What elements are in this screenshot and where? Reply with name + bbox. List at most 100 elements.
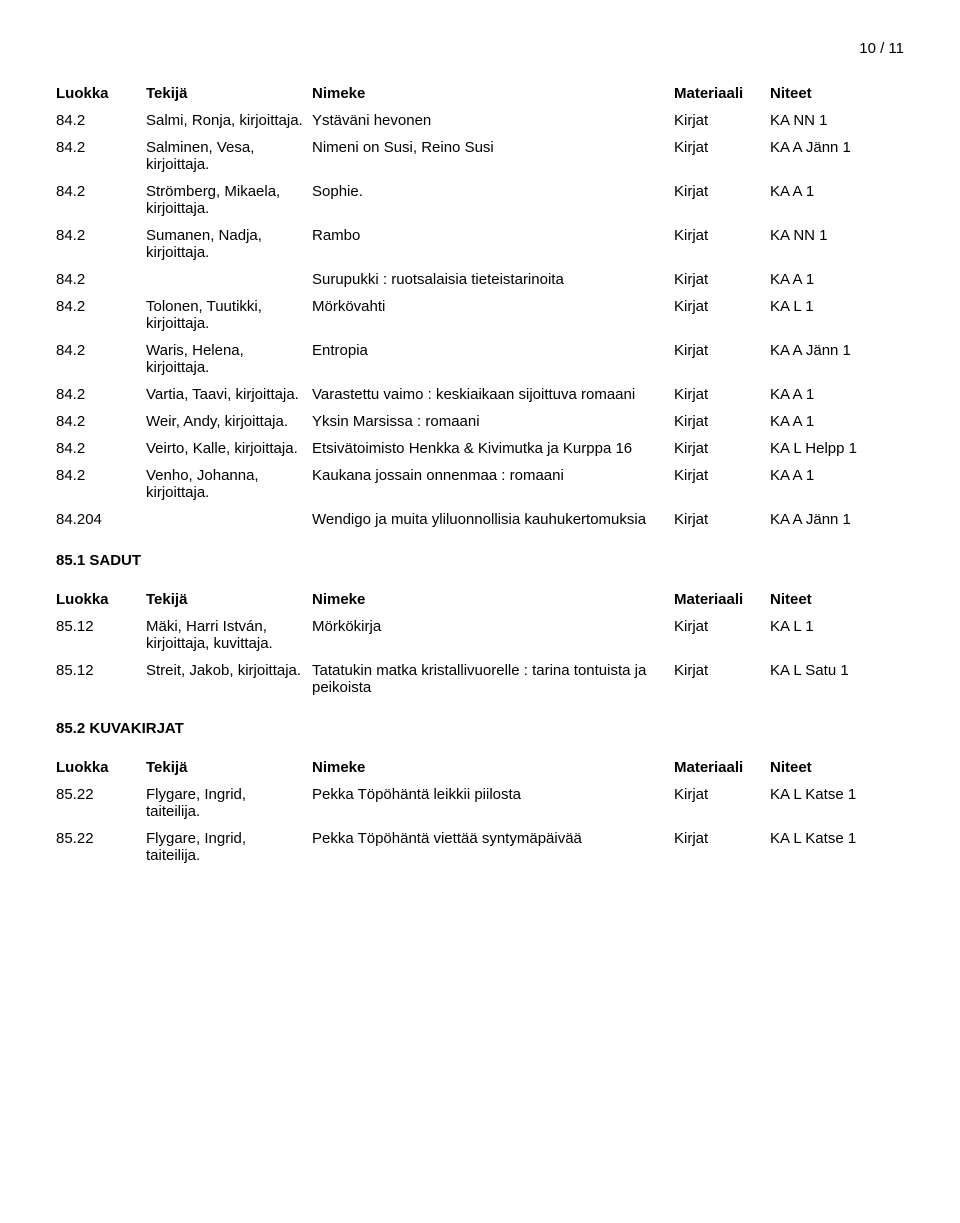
cell-tekija: Sumanen, Nadja, kirjoittaja. bbox=[146, 227, 312, 261]
cell-tekija: Vartia, Taavi, kirjoittaja. bbox=[146, 386, 312, 403]
table-row: 84.2Salminen, Vesa, kirjoittaja.Nimeni o… bbox=[56, 139, 904, 173]
cell-niteet: KA L 1 bbox=[770, 298, 890, 315]
cell-luokka: 84.2 bbox=[56, 413, 146, 430]
cell-nimeke: Entropia bbox=[312, 342, 674, 359]
table-row: 84.2Surupukki : ruotsalaisia tieteistari… bbox=[56, 271, 904, 288]
section-title: 85.2 KUVAKIRJAT bbox=[56, 720, 904, 737]
table-row: 84.2Strömberg, Mikaela, kirjoittaja.Soph… bbox=[56, 183, 904, 217]
cell-materiaali: Kirjat bbox=[674, 139, 770, 156]
cell-materiaali: Kirjat bbox=[674, 618, 770, 635]
cell-niteet: KA NN 1 bbox=[770, 227, 890, 244]
table-header-row: LuokkaTekijäNimekeMateriaaliNiteet bbox=[56, 85, 904, 102]
cell-nimeke: Mörkövahti bbox=[312, 298, 674, 315]
cell-tekija: Strömberg, Mikaela, kirjoittaja. bbox=[146, 183, 312, 217]
cell-materiaali: Kirjat bbox=[674, 298, 770, 315]
table-row: 84.2Veirto, Kalle, kirjoittaja.Etsivätoi… bbox=[56, 440, 904, 457]
cell-tekija: Venho, Johanna, kirjoittaja. bbox=[146, 467, 312, 501]
cell-niteet: KA A Jänn 1 bbox=[770, 342, 890, 359]
cell-nimeke: Mörkökirja bbox=[312, 618, 674, 635]
cell-materiaali: Kirjat bbox=[674, 467, 770, 484]
cell-luokka: 84.2 bbox=[56, 112, 146, 129]
header-tekija: Tekijä bbox=[146, 591, 312, 608]
cell-nimeke: Etsivätoimisto Henkka & Kivimutka ja Kur… bbox=[312, 440, 674, 457]
cell-luokka: 84.204 bbox=[56, 511, 146, 528]
table-row: 85.12Mäki, Harri István, kirjoittaja, ku… bbox=[56, 618, 904, 652]
page-number: 10 / 11 bbox=[56, 40, 904, 57]
cell-niteet: KA L 1 bbox=[770, 618, 890, 635]
header-nimeke: Nimeke bbox=[312, 591, 674, 608]
cell-materiaali: Kirjat bbox=[674, 112, 770, 129]
cell-niteet: KA A 1 bbox=[770, 183, 890, 200]
cell-materiaali: Kirjat bbox=[674, 830, 770, 847]
cell-niteet: KA A 1 bbox=[770, 467, 890, 484]
cell-nimeke: Yksin Marsissa : romaani bbox=[312, 413, 674, 430]
cell-luokka: 84.2 bbox=[56, 298, 146, 315]
header-tekija: Tekijä bbox=[146, 85, 312, 102]
cell-niteet: KA A 1 bbox=[770, 386, 890, 403]
table-header-row: LuokkaTekijäNimekeMateriaaliNiteet bbox=[56, 759, 904, 776]
cell-tekija: Salmi, Ronja, kirjoittaja. bbox=[146, 112, 312, 129]
cell-luokka: 84.2 bbox=[56, 183, 146, 200]
header-niteet: Niteet bbox=[770, 591, 890, 608]
cell-luokka: 84.2 bbox=[56, 467, 146, 484]
cell-materiaali: Kirjat bbox=[674, 662, 770, 679]
cell-nimeke: Kaukana jossain onnenmaa : romaani bbox=[312, 467, 674, 484]
cell-luokka: 84.2 bbox=[56, 386, 146, 403]
table-row: 84.2Vartia, Taavi, kirjoittaja.Varastett… bbox=[56, 386, 904, 403]
header-tekija: Tekijä bbox=[146, 759, 312, 776]
cell-niteet: KA A Jänn 1 bbox=[770, 511, 890, 528]
cell-niteet: KA A Jänn 1 bbox=[770, 139, 890, 156]
header-materiaali: Materiaali bbox=[674, 85, 770, 102]
header-luokka: Luokka bbox=[56, 85, 146, 102]
cell-materiaali: Kirjat bbox=[674, 183, 770, 200]
header-niteet: Niteet bbox=[770, 85, 890, 102]
cell-nimeke: Pekka Töpöhäntä viettää syntymäpäivää bbox=[312, 830, 674, 847]
table-row: 84.204Wendigo ja muita yliluonnollisia k… bbox=[56, 511, 904, 528]
header-materiaali: Materiaali bbox=[674, 759, 770, 776]
cell-luokka: 84.2 bbox=[56, 139, 146, 156]
table-row: 84.2Sumanen, Nadja, kirjoittaja.RamboKir… bbox=[56, 227, 904, 261]
cell-materiaali: Kirjat bbox=[674, 342, 770, 359]
cell-luokka: 85.12 bbox=[56, 618, 146, 635]
header-luokka: Luokka bbox=[56, 759, 146, 776]
cell-niteet: KA L Katse 1 bbox=[770, 830, 890, 847]
cell-tekija: Streit, Jakob, kirjoittaja. bbox=[146, 662, 312, 679]
cell-materiaali: Kirjat bbox=[674, 511, 770, 528]
cell-tekija: Waris, Helena, kirjoittaja. bbox=[146, 342, 312, 376]
cell-luokka: 84.2 bbox=[56, 342, 146, 359]
cell-niteet: KA NN 1 bbox=[770, 112, 890, 129]
table-row: 85.22Flygare, Ingrid, taiteilija.Pekka T… bbox=[56, 786, 904, 820]
cell-niteet: KA L Satu 1 bbox=[770, 662, 890, 679]
cell-niteet: KA A 1 bbox=[770, 413, 890, 430]
cell-tekija: Flygare, Ingrid, taiteilija. bbox=[146, 786, 312, 820]
cell-niteet: KA A 1 bbox=[770, 271, 890, 288]
table-header-row: LuokkaTekijäNimekeMateriaaliNiteet bbox=[56, 591, 904, 608]
cell-materiaali: Kirjat bbox=[674, 786, 770, 803]
cell-luokka: 85.12 bbox=[56, 662, 146, 679]
table-row: 85.22Flygare, Ingrid, taiteilija.Pekka T… bbox=[56, 830, 904, 864]
cell-nimeke: Ystäväni hevonen bbox=[312, 112, 674, 129]
cell-tekija: Mäki, Harri István, kirjoittaja, kuvitta… bbox=[146, 618, 312, 652]
cell-tekija: Tolonen, Tuutikki, kirjoittaja. bbox=[146, 298, 312, 332]
header-nimeke: Nimeke bbox=[312, 85, 674, 102]
cell-niteet: KA L Helpp 1 bbox=[770, 440, 890, 457]
table-row: 84.2Venho, Johanna, kirjoittaja.Kaukana … bbox=[56, 467, 904, 501]
header-nimeke: Nimeke bbox=[312, 759, 674, 776]
cell-materiaali: Kirjat bbox=[674, 386, 770, 403]
table-row: 84.2Weir, Andy, kirjoittaja.Yksin Marsis… bbox=[56, 413, 904, 430]
cell-materiaali: Kirjat bbox=[674, 271, 770, 288]
cell-nimeke: Rambo bbox=[312, 227, 674, 244]
cell-nimeke: Pekka Töpöhäntä leikkii piilosta bbox=[312, 786, 674, 803]
cell-materiaali: Kirjat bbox=[674, 440, 770, 457]
table-row: 84.2Tolonen, Tuutikki, kirjoittaja.Mörkö… bbox=[56, 298, 904, 332]
section-title: 85.1 SADUT bbox=[56, 552, 904, 569]
header-niteet: Niteet bbox=[770, 759, 890, 776]
table-row: 84.2Waris, Helena, kirjoittaja.EntropiaK… bbox=[56, 342, 904, 376]
cell-nimeke: Varastettu vaimo : keskiaikaan sijoittuv… bbox=[312, 386, 674, 403]
cell-luokka: 85.22 bbox=[56, 786, 146, 803]
cell-tekija: Weir, Andy, kirjoittaja. bbox=[146, 413, 312, 430]
header-luokka: Luokka bbox=[56, 591, 146, 608]
table-row: 84.2Salmi, Ronja, kirjoittaja.Ystäväni h… bbox=[56, 112, 904, 129]
cell-luokka: 84.2 bbox=[56, 227, 146, 244]
cell-luokka: 84.2 bbox=[56, 440, 146, 457]
